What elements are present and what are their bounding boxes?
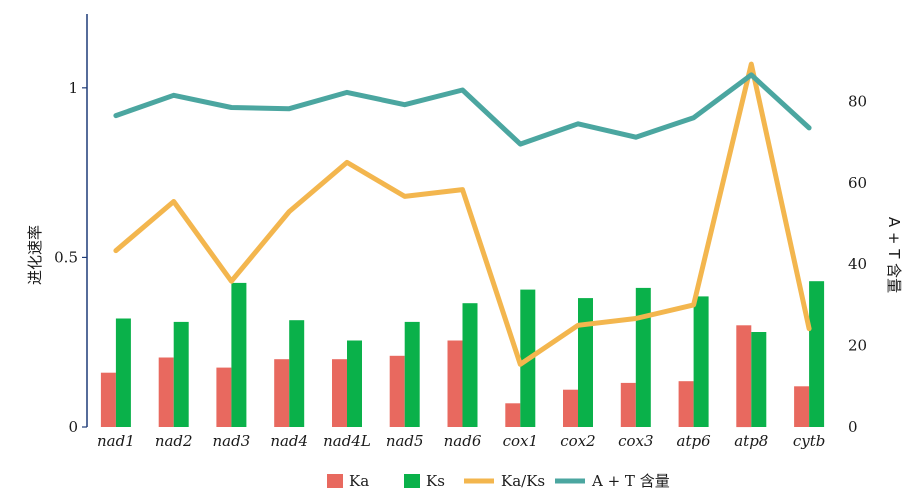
category-label-nad2: nad2 — [155, 432, 193, 450]
category-label-cox1: cox1 — [503, 432, 538, 450]
bar-ka-cox3 — [620, 382, 636, 427]
bar-ka-cytb — [794, 386, 810, 427]
category-label-nad6: nad6 — [444, 432, 482, 450]
bar-ks-cox3 — [635, 287, 651, 427]
bar-ks-atp8 — [751, 332, 767, 427]
bar-ka-nad6 — [447, 340, 463, 427]
category-label-cox2: cox2 — [560, 432, 595, 450]
y2-axis-title: A + T 含量 — [885, 217, 903, 293]
right-y-ticks: 0 20 40 60 80 — [848, 92, 867, 436]
bar-ks-nad2 — [173, 321, 189, 427]
bar-ks-cox2 — [578, 298, 593, 427]
legend-label-ka-ks: Ka/Ks — [501, 472, 545, 490]
category-label-nad1: nad1 — [97, 432, 135, 450]
bar-ks-nad4l — [347, 340, 362, 427]
legend: Ka Ks Ka/Ks A + T 含量 — [327, 472, 670, 490]
bar-ka-cox2 — [563, 389, 578, 427]
legend-swatch-ka — [327, 474, 343, 488]
bar-ks-nad5 — [404, 321, 420, 427]
bar-ks-nad4 — [289, 320, 305, 427]
bar-ks-cytb — [809, 281, 825, 427]
category-label-nad3: nad3 — [213, 432, 251, 450]
line-at-content — [113, 72, 812, 147]
bar-ka-atp6 — [678, 381, 694, 427]
category-label-atp8: atp8 — [734, 432, 768, 450]
category-label-nad5: nad5 — [386, 432, 424, 450]
bar-ka-nad3 — [216, 367, 232, 427]
legend-swatch-ks — [404, 474, 420, 488]
x-category-labels: nad1 nad2 nad3 nad4 nad4L nad5 nad6 cox1 cox2 cox… — [97, 432, 825, 450]
left-y-ticks: 00.51 — [54, 79, 87, 436]
right-tick-label: 40 — [848, 255, 867, 273]
legend-label-ka: Ka — [349, 472, 369, 490]
right-tick-label: 0 — [848, 418, 858, 436]
line-ka-ks — [113, 61, 812, 367]
category-label-nad4: nad4 — [270, 432, 308, 450]
line-layer — [113, 61, 812, 367]
right-tick-label: 80 — [848, 92, 867, 110]
bar-ka-nad2 — [158, 357, 174, 427]
category-label-atp6: atp6 — [677, 432, 712, 450]
left-tick-label: 0.5 — [54, 248, 78, 266]
y-axis-title: 进化速率 — [26, 225, 44, 285]
category-label-nad4l: nad4L — [323, 432, 371, 450]
category-label-cytb: cytb — [793, 432, 826, 450]
bar-ka-atp8 — [736, 325, 752, 428]
bar-ka-nad5 — [389, 355, 405, 427]
bar-ka-cox1 — [505, 403, 521, 427]
bar-ka-nad1 — [100, 372, 116, 427]
legend-label-ks: Ks — [426, 472, 445, 490]
bar-ka-nad4 — [274, 359, 290, 427]
right-tick-label: 60 — [848, 174, 867, 192]
legend-label-at-content: A + T 含量 — [591, 472, 670, 490]
bar-ks-atp6 — [693, 296, 709, 427]
left-tick-label: 1 — [68, 79, 78, 97]
bar-ks-nad3 — [231, 282, 247, 427]
bar-ks-nad6 — [462, 303, 478, 427]
bar-layer — [100, 281, 825, 428]
left-tick-label: 0 — [68, 418, 78, 436]
bar-ka-nad4l — [332, 359, 347, 427]
right-tick-label: 20 — [848, 337, 867, 355]
category-label-cox3: cox3 — [618, 432, 653, 450]
bar-ks-nad1 — [115, 318, 131, 427]
